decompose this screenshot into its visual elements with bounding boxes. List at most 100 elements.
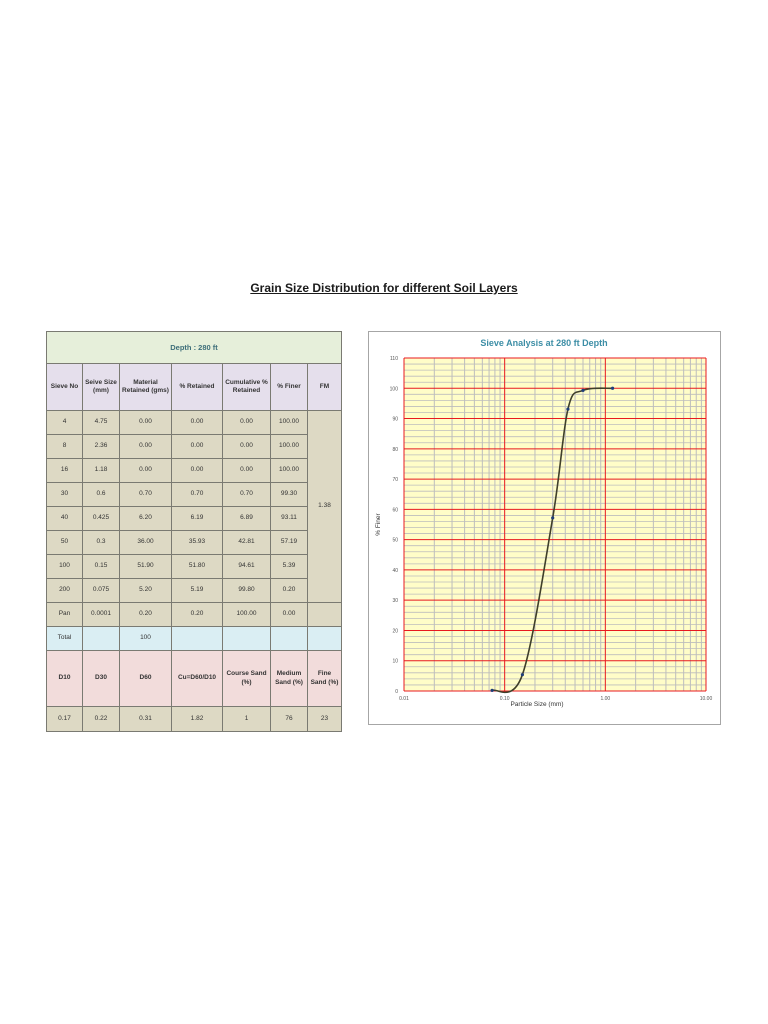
y-tick-label: 100 (390, 386, 399, 392)
sieve-analysis-chart: 0 10 20 30 40 50 60 70 80 90 100 110 0.01 0.10 1.00 10.… (375, 356, 713, 708)
y-tick-label: 70 (392, 477, 398, 483)
cell-retained-g: 36.00 (119, 530, 172, 555)
x-tick-label: 0.10 (500, 696, 510, 702)
cell-sieve-no: 100 (46, 554, 83, 579)
y-tick-label: 40 (392, 568, 398, 574)
cell-pct-retained: 6.19 (171, 506, 223, 531)
data-point (610, 386, 615, 390)
cell-size: 0.425 (82, 506, 120, 531)
x-axis-title: Particle Size (mm) (510, 701, 563, 708)
summary-header: Medium Sand (%) (270, 650, 308, 707)
cell-pct-finer: 5.39 (270, 554, 308, 579)
col-header-material-retained: Material Retained (gms) (119, 363, 172, 411)
summary-value: 1.82 (171, 706, 223, 732)
summary-header: Fine Sand (%) (307, 650, 342, 707)
x-tick-label: 0.01 (399, 696, 409, 702)
total-label: Total (46, 626, 83, 651)
cell-pct-retained: 0.70 (171, 482, 223, 507)
y-tick-label: 0 (395, 689, 398, 695)
cell-retained-g: 51.90 (119, 554, 172, 579)
summary-value: 0.22 (82, 706, 120, 732)
cell-retained-g: 5.20 (119, 578, 172, 603)
depth-header: Depth : 280 ft (46, 331, 342, 364)
y-axis-title: % Finer (375, 512, 382, 535)
y-tick-label: 110 (390, 356, 398, 362)
cell-pct-finer: 57.19 (270, 530, 308, 555)
y-tick-label: 30 (392, 598, 398, 604)
summary-header-row: D10 D30 D60 Cu=D60/D10 Course Sand (%) M… (46, 650, 342, 707)
cell-size: 0.3 (82, 530, 120, 555)
summary-header: D30 (82, 650, 120, 707)
total-row: Total 100 (46, 626, 342, 651)
cell-size: 0.6 (82, 482, 120, 507)
cell-cum-retained: 42.81 (222, 530, 271, 555)
cell-sieve-no: 50 (46, 530, 83, 555)
cell-pct-finer: 100.00 (270, 410, 308, 435)
data-point (566, 407, 570, 411)
page-title: Grain Size Distribution for different So… (250, 281, 518, 295)
summary-value: 0.31 (119, 706, 172, 732)
summary-value-row: 0.17 0.22 0.31 1.82 1 76 23 (46, 706, 342, 732)
cell-pct-retained: 51.80 (171, 554, 223, 579)
y-tick-label: 10 (392, 659, 398, 665)
column-header-row: Sieve No Seive Size (mm) Material Retain… (46, 363, 342, 411)
data-point (551, 516, 555, 520)
cell-pct-finer: 100.00 (270, 434, 308, 459)
data-point (520, 673, 524, 677)
cell-retained-g: 0.00 (119, 434, 172, 459)
table-row: 8 2.36 0.00 0.00 0.00 100.00 (46, 434, 342, 459)
y-tick-label: 80 (392, 447, 398, 453)
cell-cum-retained: 0.00 (222, 458, 271, 483)
cell-sieve-no: 8 (46, 434, 83, 459)
cell-cum-retained: 100.00 (222, 602, 271, 627)
plot-area (404, 358, 706, 691)
cell-retained-g: 0.20 (119, 602, 172, 627)
cell-sieve-no: Pan (46, 602, 83, 627)
cell-pct-finer: 93.11 (270, 506, 308, 531)
summary-value: 76 (270, 706, 308, 732)
cell-retained-g: 6.20 (119, 506, 172, 531)
summary-header: Course Sand (%) (222, 650, 271, 707)
y-tick-label: 20 (392, 628, 398, 634)
cell-sieve-no: 200 (46, 578, 83, 603)
table-row: 30 0.6 0.70 0.70 0.70 99.30 (46, 482, 342, 507)
x-tick-label: 10.00 (700, 696, 713, 702)
y-tick-label: 90 (392, 417, 398, 423)
col-header-sieve-no: Sieve No (46, 363, 83, 411)
summary-value: 1 (222, 706, 271, 732)
table-row: 100 0.15 51.90 51.80 94.61 5.39 (46, 554, 342, 579)
summary-header: D60 (119, 650, 172, 707)
col-header-pct-finer: % Finer (270, 363, 308, 411)
cell-cum-retained: 0.00 (222, 434, 271, 459)
cell-retained-g: 0.00 (119, 410, 172, 435)
cell-size: 0.15 (82, 554, 120, 579)
cell-cum-retained: 0.00 (222, 410, 271, 435)
y-tick-label: 60 (392, 507, 398, 513)
cell-pct-retained: 0.00 (171, 410, 223, 435)
table-row: 200 0.075 5.20 5.19 99.80 0.20 (46, 578, 342, 603)
col-header-fm: FM (307, 363, 342, 411)
cell-size: 2.36 (82, 434, 120, 459)
cell-sieve-no: 40 (46, 506, 83, 531)
cell-pct-retained: 0.00 (171, 458, 223, 483)
cell-size: 0.0001 (82, 602, 120, 627)
cell-cum-retained: 6.89 (222, 506, 271, 531)
cell-pct-retained: 0.00 (171, 434, 223, 459)
cell-cum-retained: 99.80 (222, 578, 271, 603)
cell-size: 4.75 (82, 410, 120, 435)
summary-value: 23 (307, 706, 342, 732)
cell-pct-finer: 0.20 (270, 578, 308, 603)
cell-pct-retained: 5.19 (171, 578, 223, 603)
grain-size-table: Depth : 280 ft Sieve No Seive Size (mm) … (46, 331, 342, 732)
data-point (581, 388, 585, 392)
cell-pct-retained: 0.20 (171, 602, 223, 627)
cell-retained-g: 0.70 (119, 482, 172, 507)
cell-sieve-no: 4 (46, 410, 83, 435)
col-header-pct-retained: % Retained (171, 363, 223, 411)
table-row: 50 0.3 36.00 35.93 42.81 57.19 (46, 530, 342, 555)
cell-retained-g: 0.00 (119, 458, 172, 483)
x-tick-label: 1.00 (600, 696, 610, 702)
y-tick-label: 50 (392, 538, 398, 544)
data-point (490, 688, 494, 692)
cell-cum-retained: 0.70 (222, 482, 271, 507)
